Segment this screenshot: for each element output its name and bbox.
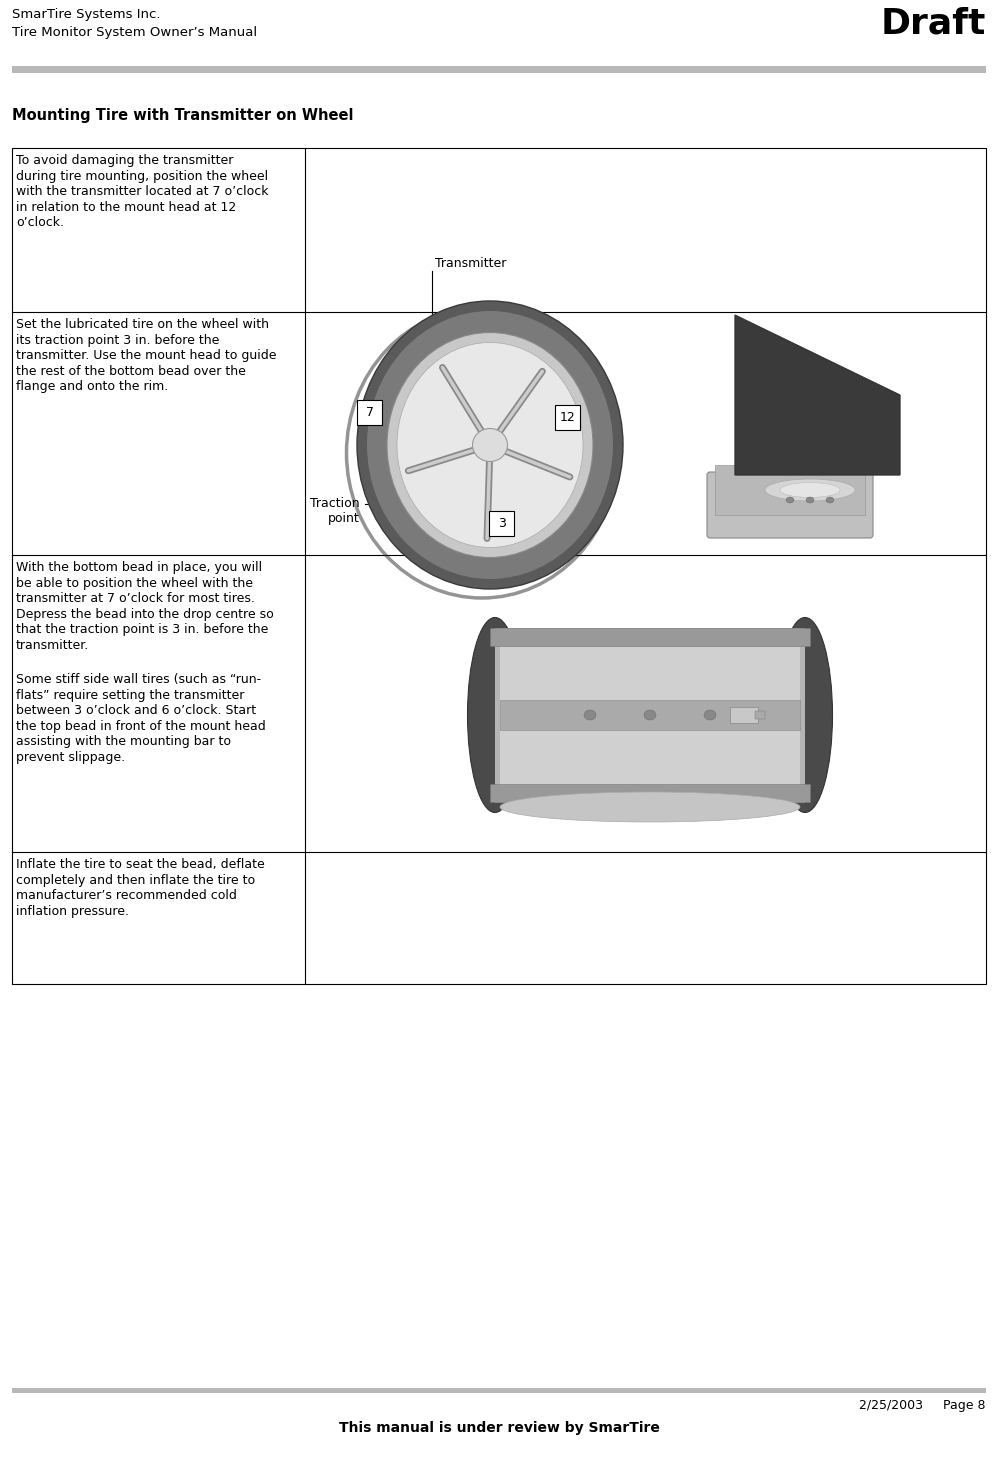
Bar: [490, 784, 810, 802]
Ellipse shape: [806, 497, 814, 503]
Text: flats” require setting the transmitter: flats” require setting the transmitter: [16, 688, 245, 702]
Text: in relation to the mount head at 12: in relation to the mount head at 12: [16, 200, 237, 213]
Text: Depress the bead into the drop centre so: Depress the bead into the drop centre so: [16, 608, 273, 621]
Ellipse shape: [500, 791, 800, 822]
Text: Inflate the tire to seat the bead, deflate: Inflate the tire to seat the bead, defla…: [16, 858, 264, 871]
Text: 3: 3: [498, 516, 506, 530]
Text: Set the lubricated tire on the wheel with: Set the lubricated tire on the wheel wit…: [16, 318, 269, 331]
Text: its traction point 3 in. before the: its traction point 3 in. before the: [16, 334, 220, 347]
FancyBboxPatch shape: [357, 400, 382, 425]
Text: inflation pressure.: inflation pressure.: [16, 905, 129, 918]
Text: the top bead in front of the mount head: the top bead in front of the mount head: [16, 719, 265, 733]
Ellipse shape: [826, 497, 834, 503]
Ellipse shape: [765, 480, 855, 502]
Text: flange and onto the rim.: flange and onto the rim.: [16, 380, 169, 393]
Bar: [12, 149, 986, 984]
Bar: [490, 628, 810, 646]
Text: between 3 o’clock and 6 o’clock. Start: between 3 o’clock and 6 o’clock. Start: [16, 705, 256, 716]
Ellipse shape: [704, 710, 716, 719]
Ellipse shape: [467, 618, 523, 812]
Text: transmitter.: transmitter.: [16, 638, 89, 652]
Ellipse shape: [780, 482, 840, 497]
Bar: [500, 643, 800, 788]
Text: with the transmitter located at 7 o’clock: with the transmitter located at 7 o’cloc…: [16, 185, 268, 199]
Text: 12: 12: [560, 410, 576, 424]
Text: prevent slippage.: prevent slippage.: [16, 750, 125, 763]
Text: transmitter at 7 o’clock for most tires.: transmitter at 7 o’clock for most tires.: [16, 591, 254, 605]
Text: Tire Monitor System Owner’s Manual: Tire Monitor System Owner’s Manual: [12, 26, 257, 40]
FancyBboxPatch shape: [489, 510, 515, 535]
Text: be able to position the wheel with the: be able to position the wheel with the: [16, 577, 253, 590]
Ellipse shape: [387, 332, 593, 558]
Ellipse shape: [786, 497, 794, 503]
Ellipse shape: [367, 310, 613, 580]
Text: To avoid damaging the transmitter: To avoid damaging the transmitter: [16, 154, 234, 168]
Text: that the traction point is 3 in. before the: that the traction point is 3 in. before …: [16, 624, 268, 635]
Text: Mounting Tire with Transmitter on Wheel: Mounting Tire with Transmitter on Wheel: [12, 107, 353, 124]
Text: SmarTire Systems Inc.: SmarTire Systems Inc.: [12, 7, 161, 21]
Text: Draft: Draft: [880, 6, 986, 40]
Bar: [500, 700, 800, 730]
Text: Some stiff side wall tires (such as “run-: Some stiff side wall tires (such as “run…: [16, 674, 261, 685]
Text: 7: 7: [366, 406, 374, 419]
Text: With the bottom bead in place, you will: With the bottom bead in place, you will: [16, 560, 262, 574]
Ellipse shape: [777, 618, 832, 812]
Bar: [755, 710, 765, 719]
Bar: [730, 708, 758, 724]
Text: Transmitter: Transmitter: [435, 257, 506, 271]
Ellipse shape: [584, 710, 596, 719]
Ellipse shape: [644, 710, 656, 719]
FancyBboxPatch shape: [707, 472, 873, 538]
Text: completely and then inflate the tire to: completely and then inflate the tire to: [16, 874, 255, 887]
Text: the rest of the bottom bead over the: the rest of the bottom bead over the: [16, 365, 246, 378]
Text: assisting with the mounting bar to: assisting with the mounting bar to: [16, 736, 231, 747]
Bar: [12, 1389, 986, 1393]
Text: 2/25/2003     Page 8: 2/25/2003 Page 8: [859, 1399, 986, 1412]
FancyBboxPatch shape: [556, 405, 581, 430]
Text: manufacturer’s recommended cold: manufacturer’s recommended cold: [16, 888, 237, 902]
Bar: [715, 465, 865, 515]
Text: during tire mounting, position the wheel: during tire mounting, position the wheel: [16, 169, 268, 182]
Text: Traction
point: Traction point: [310, 497, 359, 525]
Ellipse shape: [357, 302, 623, 588]
Bar: [495, 628, 805, 803]
Bar: [12, 66, 986, 74]
Polygon shape: [735, 315, 900, 475]
Ellipse shape: [472, 428, 508, 462]
Text: o’clock.: o’clock.: [16, 216, 64, 229]
Text: This manual is under review by SmarTire: This manual is under review by SmarTire: [338, 1421, 660, 1436]
Ellipse shape: [397, 343, 583, 547]
Text: transmitter. Use the mount head to guide: transmitter. Use the mount head to guide: [16, 349, 276, 362]
